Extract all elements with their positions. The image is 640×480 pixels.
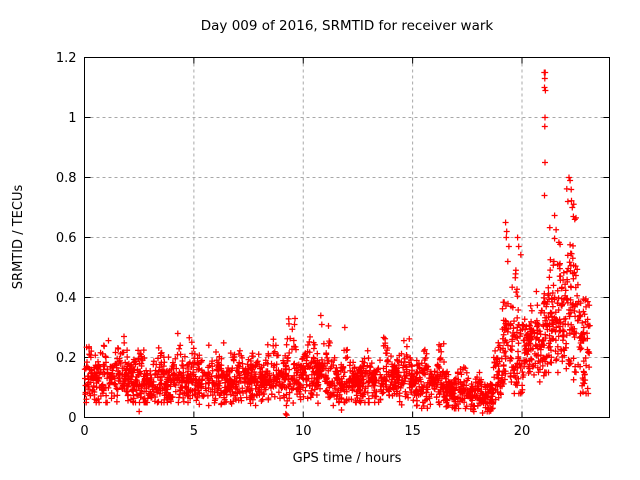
y-tick-labels: 0 0.2 0.4 0.6 0.8 1 1.2 <box>56 51 77 426</box>
data-points <box>81 69 593 419</box>
y-tick-label: 1 <box>68 111 76 126</box>
x-axis-label: GPS time / hours <box>293 451 402 466</box>
x-tick-label: 15 <box>404 424 421 439</box>
x-tick-label: 20 <box>514 424 531 439</box>
x-tick-label: 0 <box>80 424 88 439</box>
y-tick-label: 0 <box>68 411 76 426</box>
y-tick-label: 0.2 <box>56 351 77 366</box>
x-tick-labels: 0 5 10 15 20 <box>80 424 530 439</box>
x-tick-label: 10 <box>295 424 312 439</box>
y-tick-label: 1.2 <box>56 51 77 66</box>
x-tick-label: 5 <box>190 424 198 439</box>
y-tick-label: 0.6 <box>56 231 77 246</box>
y-tick-label: 0.8 <box>56 171 77 186</box>
srmtid-plus-markers <box>81 69 593 419</box>
y-tick-label: 0.4 <box>56 291 77 306</box>
chart-title: Day 009 of 2016, SRMTID for receiver war… <box>201 18 494 34</box>
y-axis-label: SRMTID / TECUs <box>11 185 26 290</box>
axis-ticks <box>84 57 610 418</box>
